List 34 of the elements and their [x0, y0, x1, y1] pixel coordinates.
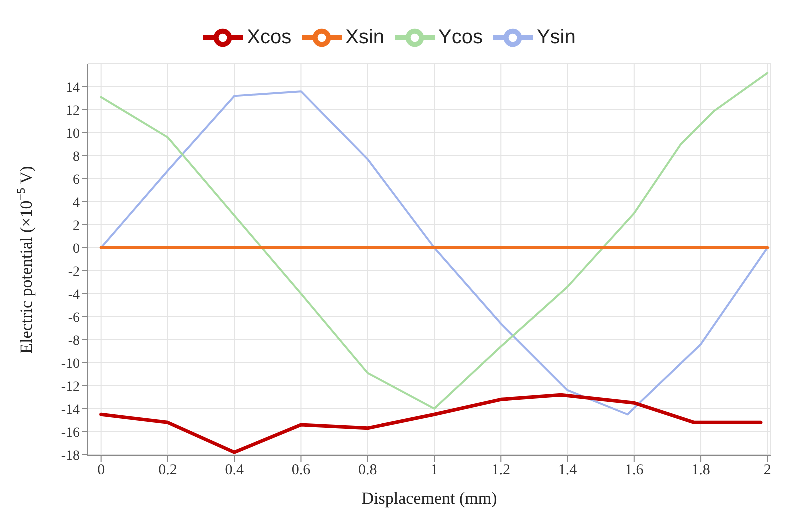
x-tick-label: 1.4	[558, 462, 578, 479]
y-tick-label: -12	[61, 380, 80, 395]
y-tick-label: -18	[61, 448, 80, 464]
x-tick-label: 1.8	[692, 462, 710, 479]
y-tick-label: -14	[61, 402, 80, 418]
y-tick-label: -16	[61, 426, 80, 441]
legend-label: Xcos	[247, 26, 292, 48]
legend-label: Ycos	[438, 26, 483, 48]
x-tick-label: 0.2	[158, 462, 178, 479]
legend-label: Ysin	[536, 26, 576, 48]
x-tick-label: 1.2	[492, 462, 511, 479]
y-tick-label: 0	[73, 242, 80, 257]
x-tick-label: 0.6	[292, 462, 312, 479]
legend-label: Xsin	[346, 26, 384, 48]
x-tick-label: 0	[98, 462, 106, 479]
y-tick-label: 2	[73, 218, 80, 234]
x-tick-label: 0.8	[358, 462, 378, 479]
y-tick-label: -10	[61, 356, 80, 372]
y-tick-label: 14	[66, 80, 80, 96]
y-tick-label: -6	[68, 310, 80, 326]
x-tick-label: 1	[430, 462, 438, 479]
y-tick-label: 12	[66, 104, 80, 119]
y-tick-label: 6	[73, 172, 80, 188]
x-tick-label: 1.6	[625, 462, 644, 479]
y-tick-label: -4	[68, 288, 80, 303]
y-tick-label: 4	[73, 196, 80, 211]
x-tick-label: 0.4	[225, 462, 244, 479]
y-tick-label: -8	[68, 334, 80, 349]
x-axis-title: Displacement (mm)	[362, 489, 498, 508]
x-tick-label: 2	[764, 462, 772, 479]
line-series	[100, 393, 763, 454]
y-tick-label: 8	[73, 150, 80, 165]
y-tick-label: 10	[66, 126, 80, 142]
y-tick-label: -2	[68, 264, 80, 280]
